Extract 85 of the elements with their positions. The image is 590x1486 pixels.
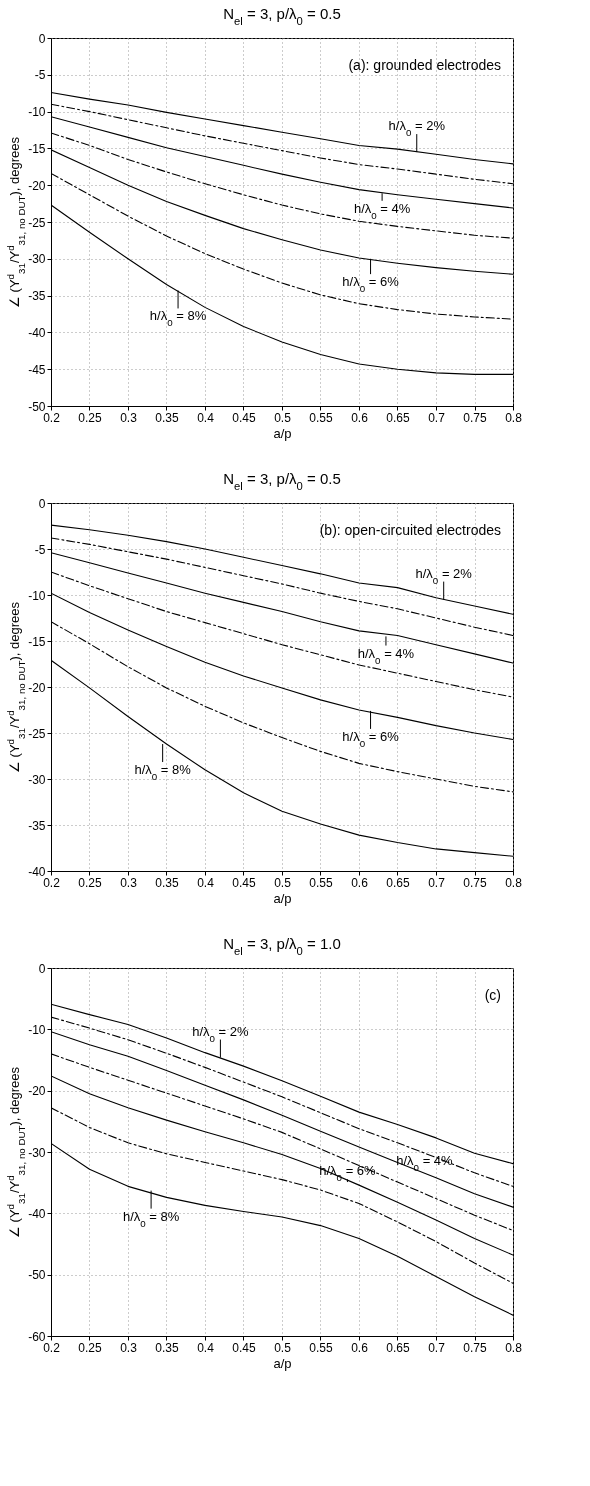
annotation: (a): grounded electrodes	[348, 57, 501, 73]
x-tick-label: 0.2	[43, 875, 61, 890]
x-tick-label: 0.7	[428, 875, 446, 890]
y-tick-label: -10	[28, 105, 46, 120]
y-tick-label: -40	[28, 1206, 46, 1221]
x-tick-label: 0.35	[155, 410, 179, 425]
x-tick-label: 0.65	[386, 875, 410, 890]
x-tick-label: 0.5	[274, 875, 292, 890]
y-tick-label: 0	[38, 31, 46, 46]
chart-title: N$_{el}$ = 3, p/λ$_{0}$ = 0.5	[223, 470, 341, 492]
x-axis-title: a/p	[273, 890, 292, 906]
chart-title: N$_{el}$ = 3, p/λ$_{0}$ = 0.5	[223, 5, 341, 27]
annotation: h/λ$_{0}$ = 6%	[342, 728, 400, 749]
x-tick-label: 0.8	[505, 1340, 523, 1355]
x-tick-label: 0.55	[309, 410, 333, 425]
x-tick-label: 0.4	[197, 875, 215, 890]
chart-title: N$_{el}$ = 3, p/λ$_{0}$ = 1.0	[223, 935, 341, 957]
y-tick-label: -60	[28, 1329, 46, 1344]
annotation: h/λ$_{0}$ = 4%	[357, 645, 415, 666]
y-tick-label: -20	[28, 1084, 46, 1099]
y-tick-label: -50	[28, 1268, 46, 1283]
y-tick-label: -35	[28, 289, 46, 304]
y-tick-label: 0	[38, 961, 46, 976]
y-tick-label: -30	[28, 252, 46, 267]
x-tick-label: 0.5	[274, 1340, 292, 1355]
x-tick-label: 0.3	[120, 410, 138, 425]
x-tick-label: 0.3	[120, 1340, 138, 1355]
x-tick-label: 0.55	[309, 1340, 333, 1355]
y-tick-label: -20	[28, 178, 46, 193]
x-tick-label: 0.4	[197, 410, 215, 425]
y-tick-label: -15	[28, 634, 46, 649]
x-tick-label: 0.55	[309, 875, 333, 890]
x-tick-label: 0.25	[78, 1340, 102, 1355]
annotation: h/λ$_{0}$ = 8%	[122, 1208, 180, 1229]
y-tick-label: -35	[28, 818, 46, 833]
annotation: h/λ$_{0}$ = 2%	[415, 565, 473, 586]
y-tick-label: -50	[28, 399, 46, 414]
x-axis-title: a/p	[273, 1355, 292, 1371]
x-tick-label: 0.75	[463, 875, 487, 890]
x-tick-label: 0.7	[428, 410, 446, 425]
x-tick-label: 0.45	[232, 1340, 256, 1355]
x-tick-label: 0.5	[274, 410, 292, 425]
x-tick-label: 0.8	[505, 875, 523, 890]
y-tick-label: -25	[28, 215, 46, 230]
y-tick-label: -40	[28, 325, 46, 340]
x-tick-label: 0.6	[351, 410, 369, 425]
x-tick-label: 0.6	[351, 875, 369, 890]
annotation: (b): open-circuited electrodes	[319, 522, 501, 538]
x-tick-label: 0.45	[232, 410, 256, 425]
x-tick-label: 0.75	[463, 1340, 487, 1355]
y-tick-label: 0	[38, 496, 46, 511]
x-axis-title: a/p	[273, 425, 292, 441]
y-tick-label: -40	[28, 864, 46, 879]
x-tick-label: 0.25	[78, 410, 102, 425]
annotation: h/λ$_{0}$ = 2%	[192, 1023, 250, 1044]
y-tick-label: -10	[28, 588, 46, 603]
x-tick-label: 0.3	[120, 875, 138, 890]
x-tick-label: 0.7	[428, 1340, 446, 1355]
y-tick-label: -10	[28, 1022, 46, 1037]
y-tick-label: -5	[34, 68, 46, 83]
x-tick-label: 0.75	[463, 410, 487, 425]
y-tick-label: -30	[28, 772, 46, 787]
x-tick-label: 0.65	[386, 1340, 410, 1355]
annotation: h/λ$_{0}$ = 8%	[134, 762, 192, 782]
x-tick-label: 0.6	[351, 1340, 369, 1355]
annotation: (c)	[484, 987, 501, 1003]
y-tick-label: -20	[28, 680, 46, 695]
y-tick-label: -5	[34, 542, 46, 557]
x-tick-label: 0.8	[505, 410, 523, 425]
annotation: h/λ$_{0}$ = 6%	[342, 274, 400, 294]
x-tick-label: 0.35	[155, 875, 179, 890]
y-tick-label: -15	[28, 141, 46, 156]
x-tick-label: 0.65	[386, 410, 410, 425]
x-tick-label: 0.45	[232, 875, 256, 890]
x-tick-label: 0.2	[43, 410, 61, 425]
x-tick-label: 0.2	[43, 1340, 61, 1355]
annotation: h/λ$_{0}$ = 8%	[149, 308, 207, 328]
x-tick-label: 0.25	[78, 875, 102, 890]
x-tick-label: 0.4	[197, 1340, 215, 1355]
x-tick-label: 0.35	[155, 1340, 179, 1355]
annotation: h/λ$_{0}$ = 4%	[353, 200, 411, 221]
y-tick-label: -25	[28, 726, 46, 741]
y-tick-label: -45	[28, 362, 46, 377]
y-tick-label: -30	[28, 1145, 46, 1160]
annotation: h/λ$_{0}$ = 2%	[388, 118, 446, 138]
